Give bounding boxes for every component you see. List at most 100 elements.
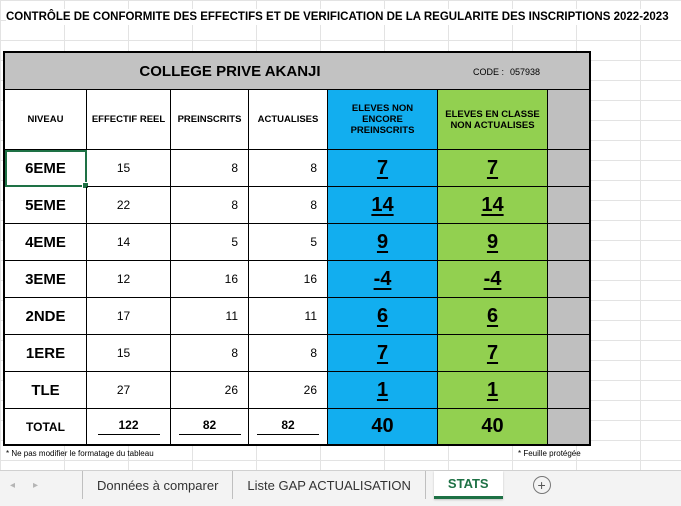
tab-donnees-a-comparer[interactable]: Données à comparer	[82, 471, 232, 499]
value-non-actualises: 1	[486, 378, 499, 401]
cell-extra	[548, 298, 589, 335]
cell-preinscrits[interactable]: 16	[171, 261, 249, 298]
note-protected: * Feuille protégée	[518, 449, 581, 458]
cell-extra	[548, 150, 589, 187]
total-extra	[548, 409, 589, 444]
cell-actualises[interactable]: 26	[249, 372, 328, 409]
cell-non-actualises[interactable]: 14	[438, 187, 548, 224]
cell-reel[interactable]: 14	[87, 224, 171, 261]
cell-non-preinscrits[interactable]: 7	[328, 150, 438, 187]
header-actualises[interactable]: ACTUALISES	[249, 90, 328, 150]
header-niveau[interactable]: NIVEAU	[5, 90, 87, 150]
cell-preinscrits[interactable]: 5	[171, 224, 249, 261]
total-actualises-cell[interactable]: 82	[249, 409, 328, 444]
cell-level[interactable]: TLE	[5, 372, 87, 409]
total-reel: 122	[97, 418, 160, 435]
cell-non-preinscrits[interactable]: 7	[328, 335, 438, 372]
report-title: CONTRÔLE DE CONFORMITE DES EFFECTIFS ET …	[6, 9, 681, 25]
value-non-preinscrits: -4	[373, 267, 392, 290]
cell-preinscrits[interactable]: 8	[171, 187, 249, 224]
value-non-actualises: 6	[486, 304, 499, 327]
cell-extra	[548, 224, 589, 261]
cell-non-preinscrits[interactable]: 1	[328, 372, 438, 409]
cell-reel[interactable]: 17	[87, 298, 171, 335]
cell-non-actualises[interactable]: 1	[438, 372, 548, 409]
total-non-actualises: 40	[481, 415, 504, 437]
table-row: 6EME 15 8 8 7 7	[5, 150, 589, 189]
cell-non-actualises[interactable]: 7	[438, 150, 548, 187]
code-value: 057938	[510, 66, 541, 77]
table-row: 1ERE 15 8 8 7 7	[5, 335, 589, 372]
table-row: TLE 27 26 26 1 1	[5, 372, 589, 409]
table-row: 4EME 14 5 5 9 9	[5, 224, 589, 261]
total-non-preinscrits: 40	[371, 415, 394, 437]
cell-actualises[interactable]: 8	[249, 335, 328, 372]
tab-stats[interactable]: STATS	[433, 471, 503, 499]
cell-actualises[interactable]: 8	[249, 187, 328, 224]
cell-level[interactable]: 4EME	[5, 224, 87, 261]
value-non-preinscrits: 1	[376, 378, 389, 401]
cell-preinscrits[interactable]: 8	[171, 335, 249, 372]
cell-actualises[interactable]: 11	[249, 298, 328, 335]
total-preinscrits: 82	[178, 418, 241, 435]
cell-preinscrits[interactable]: 11	[171, 298, 249, 335]
cell-level[interactable]: 6EME	[5, 150, 89, 189]
cell-non-actualises[interactable]: -4	[438, 261, 548, 298]
school-header-band: COLLEGE PRIVE AKANJI CODE : 057938	[5, 53, 589, 90]
cell-actualises[interactable]: 16	[249, 261, 328, 298]
next-sheet-icon[interactable]: ▸	[33, 479, 39, 491]
cell-reel[interactable]: 15	[87, 335, 171, 372]
header-extra	[548, 90, 589, 150]
sheet-tab-bar: ◂ ▸ Données à comparer Liste GAP ACTUALI…	[0, 470, 681, 506]
value-non-actualises: 7	[486, 156, 499, 179]
total-non-preinscrits-cell[interactable]: 40	[328, 409, 438, 444]
header-preinscrits[interactable]: PREINSCRITS	[171, 90, 249, 150]
cell-non-preinscrits[interactable]: 9	[328, 224, 438, 261]
cell-reel[interactable]: 15	[87, 150, 171, 187]
cell-non-actualises[interactable]: 7	[438, 335, 548, 372]
tab-liste-gap-actualisation[interactable]: Liste GAP ACTUALISATION	[232, 471, 426, 499]
total-reel-cell[interactable]: 122	[87, 409, 171, 444]
cell-preinscrits[interactable]: 8	[171, 150, 249, 187]
value-non-preinscrits: 9	[376, 230, 389, 253]
cell-extra	[548, 261, 589, 298]
code-label: CODE :	[473, 66, 505, 77]
tab-navigation: ◂ ▸	[0, 471, 82, 499]
cell-extra	[548, 372, 589, 409]
cell-reel[interactable]: 27	[87, 372, 171, 409]
value-non-actualises: 7	[486, 341, 499, 364]
cell-non-actualises[interactable]: 9	[438, 224, 548, 261]
cell-reel[interactable]: 22	[87, 187, 171, 224]
value-non-actualises: 9	[486, 230, 499, 253]
cell-actualises[interactable]: 5	[249, 224, 328, 261]
cell-level[interactable]: 2NDE	[5, 298, 87, 335]
cell-non-preinscrits[interactable]: -4	[328, 261, 438, 298]
table-row: 3EME 12 16 16 -4 -4	[5, 261, 589, 298]
total-preinscrits-cell[interactable]: 82	[171, 409, 249, 444]
total-actualises: 82	[257, 418, 319, 435]
header-non-preinscrits[interactable]: ELEVES NON ENCORE PREINSCRITS	[328, 90, 438, 150]
value-non-preinscrits: 7	[376, 156, 389, 179]
prev-sheet-icon[interactable]: ◂	[10, 479, 16, 491]
total-non-actualises-cell[interactable]: 40	[438, 409, 548, 444]
school-name: COLLEGE PRIVE AKANJI	[139, 63, 321, 80]
cell-level[interactable]: 3EME	[5, 261, 87, 298]
value-non-preinscrits: 14	[371, 193, 394, 216]
cell-non-actualises[interactable]: 6	[438, 298, 548, 335]
cell-level[interactable]: 5EME	[5, 187, 87, 224]
cell-non-preinscrits[interactable]: 14	[328, 187, 438, 224]
add-sheet-icon[interactable]: +	[532, 476, 551, 494]
cell-reel[interactable]: 12	[87, 261, 171, 298]
table-row: 5EME 22 8 8 14 14	[5, 187, 589, 224]
table-row: 2NDE 17 11 11 6 6	[5, 298, 589, 335]
header-non-actualises[interactable]: ELEVES EN CLASSE NON ACTUALISES	[438, 90, 548, 150]
stats-table: COLLEGE PRIVE AKANJI CODE : 057938 NIVEA…	[3, 51, 591, 446]
cell-preinscrits[interactable]: 26	[171, 372, 249, 409]
value-non-actualises: 14	[481, 193, 504, 216]
header-effectif-reel[interactable]: EFFECTIF REEL	[87, 90, 171, 150]
cell-actualises[interactable]: 8	[249, 150, 328, 187]
cell-non-preinscrits[interactable]: 6	[328, 298, 438, 335]
total-row: TOTAL 122 82 82 40 40	[5, 409, 589, 444]
cell-level[interactable]: 1ERE	[5, 335, 87, 372]
total-label[interactable]: TOTAL	[5, 409, 87, 444]
